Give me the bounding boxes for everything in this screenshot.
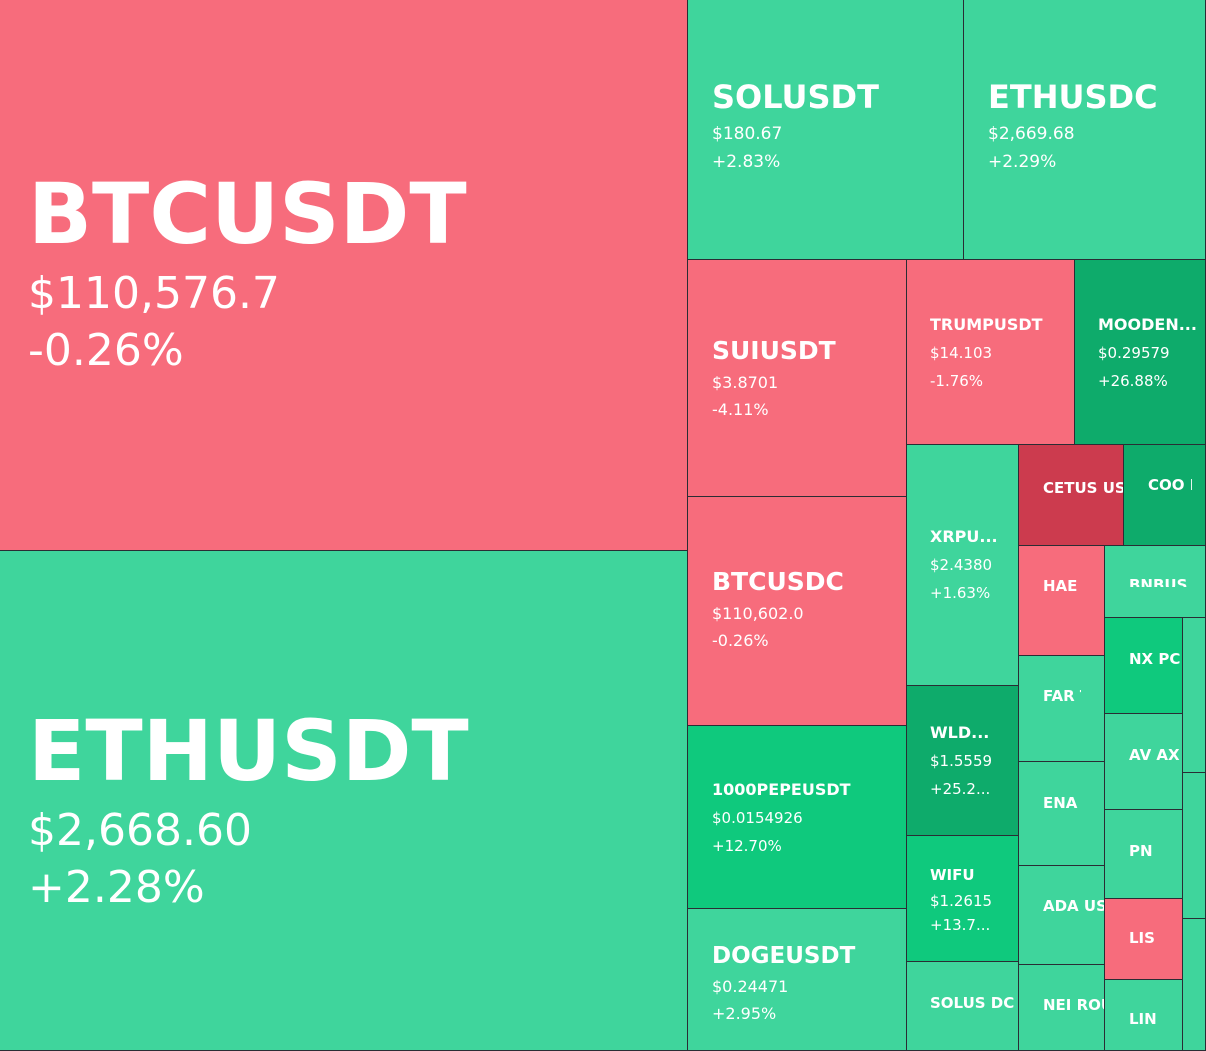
- tile-solusdt[interactable]: SOLUSDT $180.67 +2.83%: [688, 0, 964, 260]
- tile-symbol: XRPU...: [930, 527, 998, 546]
- tile-dogeusdt[interactable]: DOGEUSDT $0.24471 +2.95%: [688, 909, 907, 1051]
- tile-lisusdt[interactable]: LIS: [1105, 899, 1183, 980]
- tile-symbol: PN UT: [1129, 842, 1159, 860]
- tile-change: -0.26%: [28, 325, 184, 376]
- tile-moodengusdt[interactable]: MOODEN... $0.29579 +26.88%: [1075, 260, 1206, 445]
- tile-btcusdc[interactable]: BTCUSDC $110,602.0 -0.26%: [688, 497, 907, 726]
- tile-wifusdt[interactable]: WIFU $1.2615 +13.7...: [907, 836, 1019, 962]
- tile-price: $1.2615: [930, 892, 993, 910]
- tile-symbol: ADA USD: [1043, 897, 1104, 915]
- tile-change: +2.95%: [712, 1004, 777, 1023]
- tile-symbol: NX PC: [1129, 650, 1181, 668]
- tile-price: $14.103: [930, 344, 993, 362]
- tile-change: +26.88%: [1098, 372, 1168, 390]
- tile-change: +1.63%: [930, 584, 991, 602]
- tile-symbol: BTCUSDT: [28, 165, 467, 263]
- tile-enausdt[interactable]: ENA USD T: [1019, 762, 1105, 866]
- tile-cookieusdt[interactable]: COO KIEU: [1124, 445, 1206, 546]
- tile-unlabeled[interactable]: [1183, 773, 1206, 919]
- tile-symbol: WLD...: [930, 723, 990, 742]
- tile-haedalusdt[interactable]: HAE DAL USD: [1019, 546, 1105, 656]
- tile-symbol: BNBUS: [1129, 576, 1188, 587]
- tile-symbol: LIS: [1129, 929, 1155, 947]
- tile-price: $3.8701: [712, 373, 779, 392]
- tile-change: +2.28%: [28, 862, 205, 913]
- tile-symbol: SOLUS DC: [930, 994, 1015, 1012]
- tile-cetususdt[interactable]: CETUS USDT: [1019, 445, 1124, 546]
- tile-change: -1.76%: [930, 372, 984, 390]
- tile-symbol: ETHUSDC: [988, 78, 1158, 116]
- tile-price: $180.67: [712, 124, 783, 144]
- tile-change: -0.26%: [712, 631, 769, 650]
- tile-wldusdt[interactable]: WLD... $1.5559 +25.2...: [907, 686, 1019, 836]
- tile-ethusdc[interactable]: ETHUSDC $2,669.68 +2.29%: [964, 0, 1206, 260]
- tile-symbol: COO KIEU: [1148, 476, 1192, 494]
- tile-change: -4.11%: [712, 400, 769, 419]
- tile-price: $0.0154926: [712, 809, 803, 827]
- tile-symbol: WIFU: [930, 866, 975, 884]
- tile-symbol: TRUMPUSDT: [930, 315, 1043, 334]
- tile-nxpcusdt[interactable]: NX PC: [1105, 618, 1183, 714]
- tile-avaxusdt[interactable]: AV AX: [1105, 714, 1183, 810]
- tile-unlabeled[interactable]: [1183, 919, 1206, 1051]
- tile-price: $0.29579: [1098, 344, 1170, 362]
- tile-symbol: FAR TCO INU: [1043, 687, 1081, 705]
- tile-price: $110,602.0: [712, 604, 804, 623]
- tile-price: $2,669.68: [988, 124, 1075, 144]
- tile-symbol: ENA USD T: [1043, 794, 1081, 812]
- tile-change: +13.7...: [930, 916, 991, 934]
- tile-price: $2,668.60: [28, 805, 252, 856]
- tile-change: +12.70%: [712, 837, 782, 855]
- tile-ethusdt[interactable]: ETHUSDT $2,668.60 +2.28%: [0, 551, 688, 1051]
- tile-unlabeled[interactable]: [1183, 618, 1206, 773]
- tile-symbol: ETHUSDT: [28, 702, 469, 800]
- tile-change: +2.29%: [988, 152, 1057, 172]
- tile-change: +2.83%: [712, 152, 781, 172]
- tile-symbol: HAE DAL USD: [1043, 577, 1081, 595]
- tile-symbol: SUIUSDT: [712, 336, 836, 365]
- tile-bnbusdt[interactable]: BNBUS: [1105, 546, 1206, 618]
- tile-symbol: 1000PEPEUSDT: [712, 780, 851, 799]
- tile-adausdt[interactable]: ADA USD: [1019, 866, 1105, 965]
- tile-fartcoinusdt[interactable]: FAR TCO INU: [1019, 656, 1105, 762]
- tile-1000pepeusdt[interactable]: 1000PEPEUSDT $0.0154926 +12.70%: [688, 726, 907, 909]
- tile-solusdc[interactable]: SOLUS DC: [907, 962, 1019, 1051]
- tile-symbol: NEI ROU: [1043, 996, 1104, 1014]
- tile-suiusdt[interactable]: SUIUSDT $3.8701 -4.11%: [688, 260, 907, 497]
- tile-symbol: BTCUSDC: [712, 567, 844, 596]
- tile-symbol: DOGEUSDT: [712, 943, 856, 969]
- tile-symbol: SOLUSDT: [712, 78, 879, 116]
- tile-symbol: AV AX: [1129, 746, 1180, 764]
- tile-price: $0.24471: [712, 977, 789, 996]
- tile-linkusdt[interactable]: LIN: [1105, 980, 1183, 1051]
- tile-trumpusdt[interactable]: TRUMPUSDT $14.103 -1.76%: [907, 260, 1075, 445]
- tile-neirousdt[interactable]: NEI ROU: [1019, 965, 1105, 1051]
- tile-price: $1.5559: [930, 752, 993, 770]
- tile-change: +25.2...: [930, 780, 991, 798]
- tile-btcusdt[interactable]: BTCUSDT $110,576.7 -0.26%: [0, 0, 688, 551]
- tile-xrpusdt[interactable]: XRPU... $2.4380 +1.63%: [907, 445, 1019, 686]
- tile-price: $110,576.7: [28, 268, 280, 319]
- tile-pnutusdt[interactable]: PN UT: [1105, 810, 1183, 899]
- tile-symbol: MOODEN...: [1098, 315, 1197, 334]
- tile-symbol: CETUS USDT: [1043, 479, 1124, 497]
- tile-symbol: LIN: [1129, 1010, 1157, 1028]
- tile-price: $2.4380: [930, 556, 993, 574]
